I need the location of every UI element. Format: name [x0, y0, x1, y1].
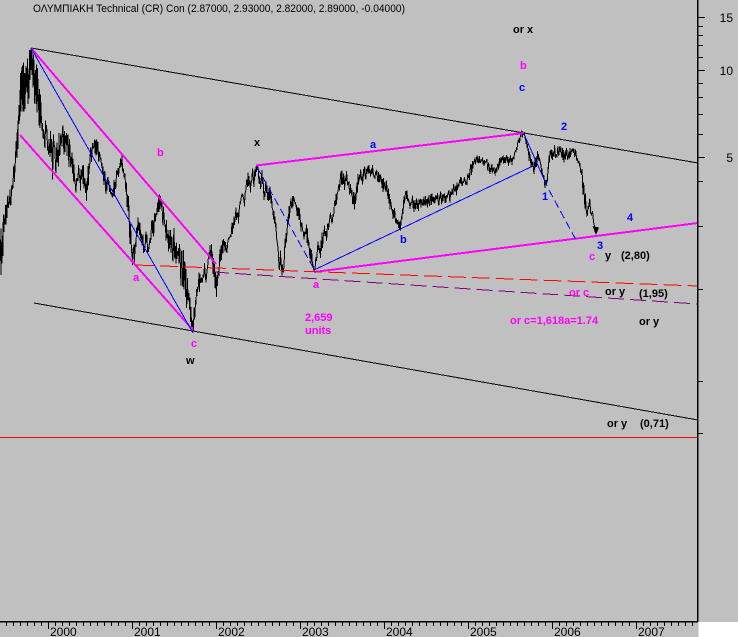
svg-text:c: c [191, 338, 197, 350]
svg-text:4: 4 [627, 212, 634, 224]
svg-text:c: c [519, 82, 525, 94]
svg-text:or c=1,618a=1.74: or c=1,618a=1.74 [510, 315, 599, 327]
svg-text:a: a [370, 139, 377, 151]
svg-text:b: b [520, 60, 527, 72]
svg-text:y: y [605, 250, 612, 262]
svg-text:b: b [157, 147, 164, 159]
svg-text:1: 1 [542, 191, 548, 203]
svg-text:a: a [313, 279, 320, 291]
svg-text:x: x [254, 137, 261, 149]
svg-text:2004: 2004 [386, 625, 413, 637]
svg-text:2003: 2003 [302, 625, 329, 637]
svg-text:units: units [305, 325, 331, 337]
svg-text:(1,95): (1,95) [639, 288, 668, 300]
svg-text:5: 5 [726, 151, 733, 165]
svg-text:a: a [133, 272, 140, 284]
svg-text:2001: 2001 [134, 625, 161, 637]
svg-text:2: 2 [561, 121, 567, 133]
svg-text:15: 15 [720, 11, 734, 25]
svg-text:(0,71): (0,71) [640, 418, 669, 430]
svg-text:w: w [185, 355, 195, 367]
svg-text:or y: or y [605, 286, 626, 298]
svg-text:2002: 2002 [218, 625, 245, 637]
svg-text:or y: or y [639, 316, 660, 328]
svg-text:c: c [589, 251, 595, 263]
svg-text:ΟΛΥΜΠΙΑΚΗ Technical (CR) Con (: ΟΛΥΜΠΙΑΚΗ Technical (CR) Con (2.87000, 2… [33, 3, 405, 15]
svg-text:or x: or x [513, 24, 534, 36]
svg-text:2,659: 2,659 [305, 312, 333, 324]
svg-text:or c: or c [569, 287, 589, 299]
svg-text:2000: 2000 [50, 625, 77, 637]
svg-text:or y: or y [607, 418, 628, 430]
svg-text:2006: 2006 [554, 625, 581, 637]
svg-text:(2,80): (2,80) [621, 250, 650, 262]
svg-text:3: 3 [597, 240, 603, 252]
svg-text:2007: 2007 [638, 625, 665, 637]
svg-text:b: b [400, 234, 407, 246]
svg-text:10: 10 [720, 64, 734, 78]
svg-text:2005: 2005 [470, 625, 497, 637]
